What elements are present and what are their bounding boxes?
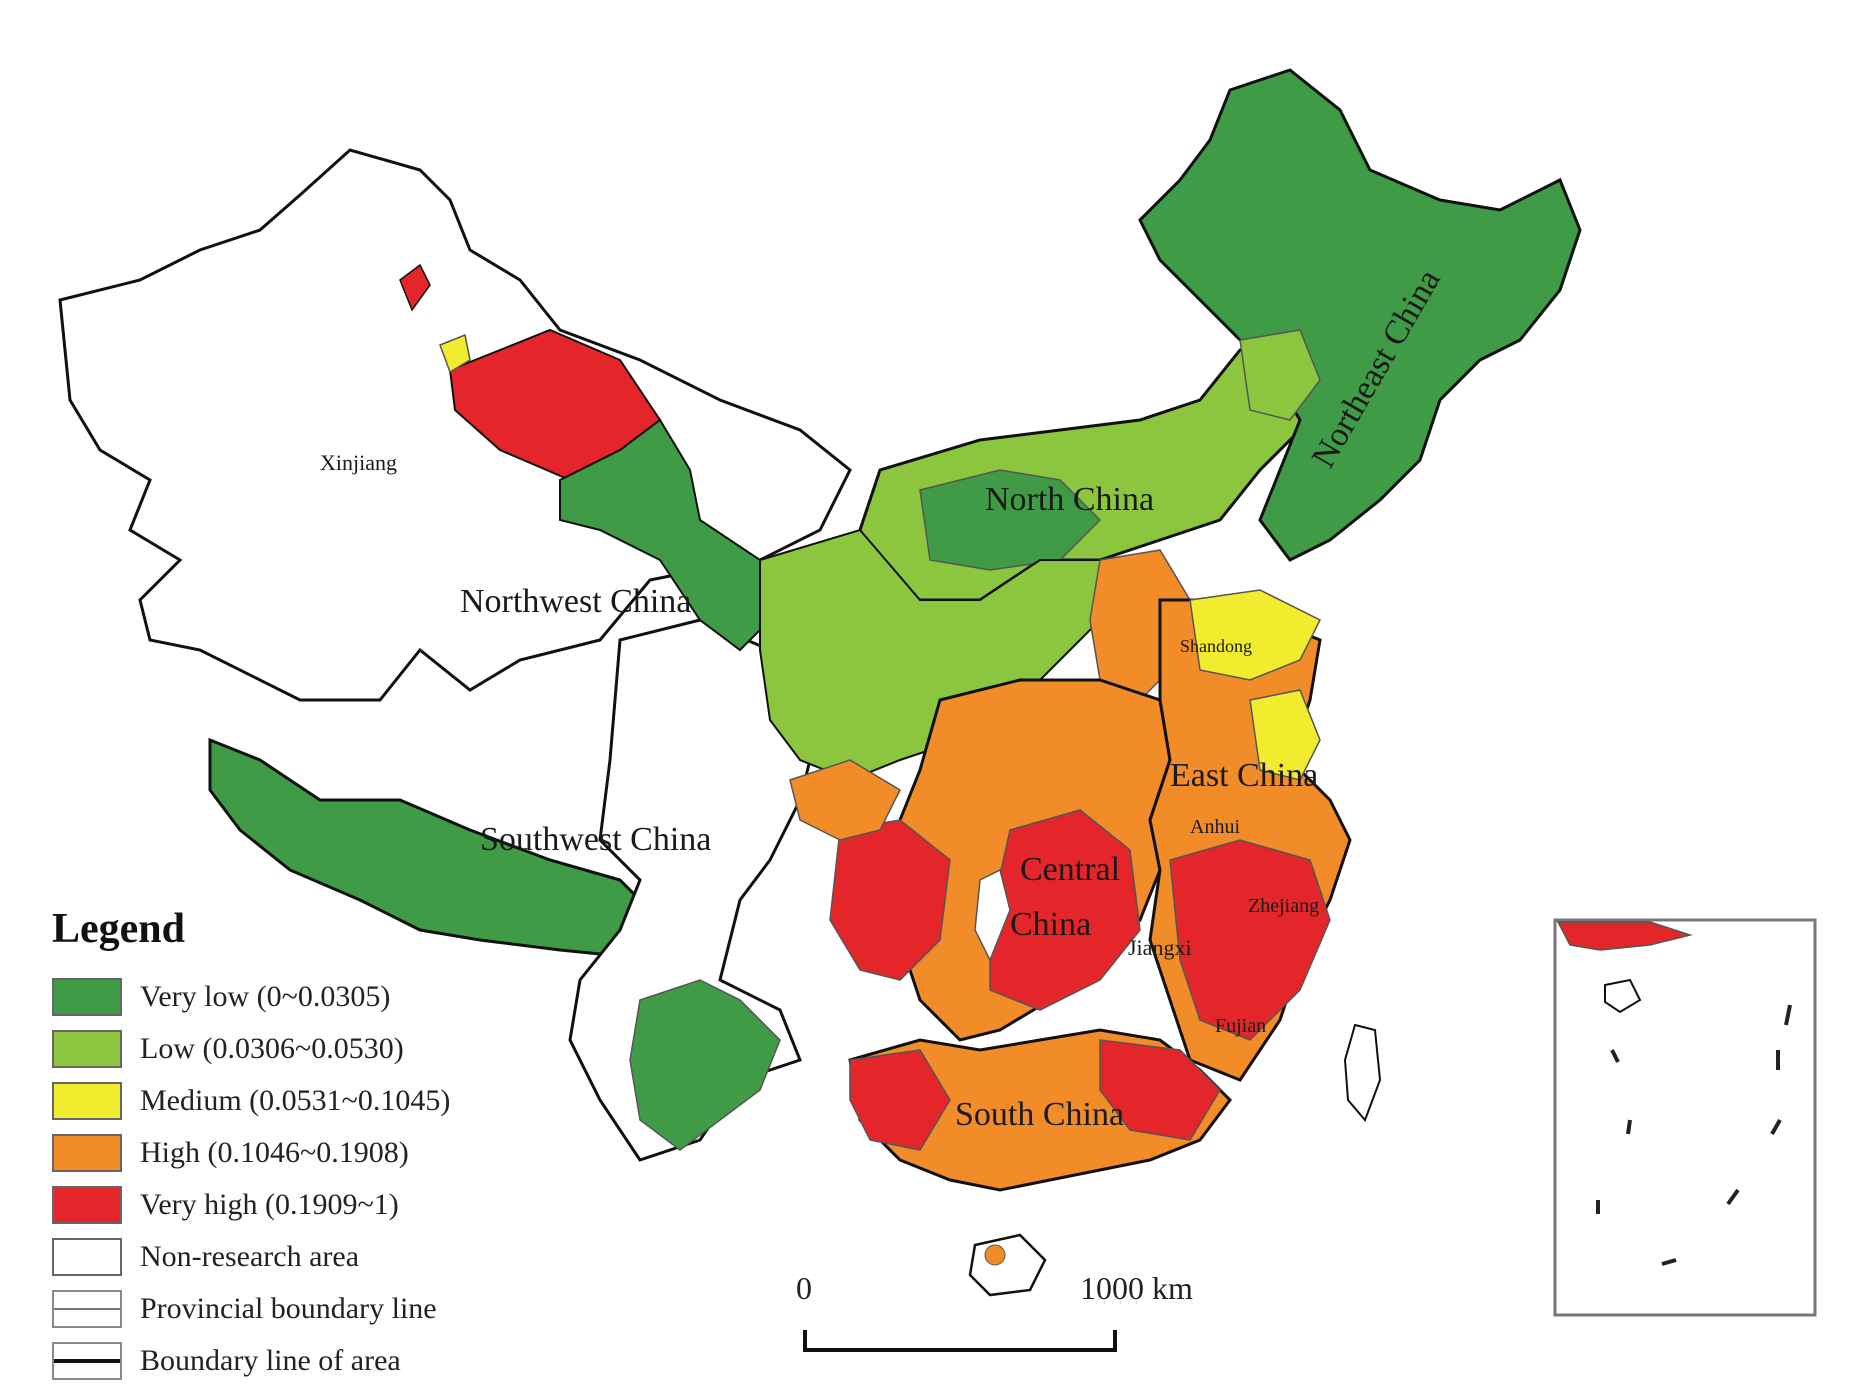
hainan-orange-dot <box>984 1244 1006 1266</box>
legend-swatch-high <box>52 1134 122 1172</box>
hainan-island <box>968 1233 1047 1297</box>
taiwan-island <box>1343 1023 1382 1122</box>
legend-label-non-research: Non-research area <box>140 1240 360 1273</box>
south-red-left <box>849 1049 951 1151</box>
label-jiangxi: Jiangxi <box>1128 935 1192 960</box>
xinjiang-yellow-shape <box>439 333 471 374</box>
nine-dash-line <box>1596 1004 1792 1266</box>
legend-row-non-research: Non-research area <box>52 1231 612 1283</box>
north-china-green-patch <box>919 469 1102 571</box>
area-line-swatch <box>52 1342 122 1380</box>
legend-row-medium: Medium (0.0531~0.1045) <box>52 1075 612 1127</box>
legend-swatch-low <box>52 1030 122 1068</box>
legend-swatch-non-research <box>52 1238 122 1276</box>
south-red-right <box>1099 1039 1221 1141</box>
legend-row-provincial: Provincial boundary line <box>52 1283 612 1335</box>
shandong-yellow-shape <box>1189 589 1322 681</box>
legend-row-very-high: Very high (0.1909~1) <box>52 1179 612 1231</box>
legend-swatch-very-low <box>52 978 122 1016</box>
northeast-light-patch <box>1239 329 1321 421</box>
label-shandong: Shandong <box>1180 636 1252 656</box>
xinjiang-red-strip <box>399 263 431 312</box>
scale-start-label: 0 <box>796 1270 812 1306</box>
label-anhui: Anhui <box>1190 816 1240 838</box>
sichuan-orange-patch <box>789 759 901 841</box>
legend-label-low: Low (0.0306~0.0530) <box>140 1032 404 1065</box>
legend-label-area-boundary: Boundary line of area <box>140 1344 401 1377</box>
south-china-sea-inset <box>1553 918 1817 1317</box>
legend-swatch-very-high <box>52 1186 122 1224</box>
scale-end-label: 1000 km <box>1080 1270 1193 1306</box>
legend-label-provincial: Provincial boundary line <box>140 1292 437 1325</box>
provincial-line-swatch <box>52 1290 122 1328</box>
east-red-shape <box>1169 839 1331 1041</box>
legend-row-area-boundary: Boundary line of area <box>52 1335 612 1387</box>
chongqing-white-patch <box>974 868 1011 962</box>
legend-row-high: High (0.1046~0.1908) <box>52 1127 612 1179</box>
yunnan-green-shape <box>629 979 781 1151</box>
scale-bar <box>803 1330 1117 1352</box>
label-central-1: Central <box>1020 851 1120 888</box>
legend: Legend Very low (0~0.0305) Low (0.0306~0.… <box>52 905 612 1387</box>
label-southwest: Southwest China <box>480 821 711 858</box>
label-south: South China <box>955 1096 1124 1133</box>
label-zhejiang: Zhejiang <box>1248 895 1319 917</box>
northeast-china-shape <box>1138 68 1582 562</box>
sichuan-red-shape <box>829 819 951 981</box>
legend-label-high: High (0.1046~0.1908) <box>140 1136 409 1169</box>
legend-label-medium: Medium (0.0531~0.1045) <box>140 1084 451 1117</box>
legend-title: Legend <box>52 906 186 952</box>
legend-label-very-high: Very high (0.1909~1) <box>140 1188 399 1221</box>
legend-row-very-low: Very low (0~0.0305) <box>52 971 612 1023</box>
inset-coast-shape <box>1556 921 1693 951</box>
legend-swatch-medium <box>52 1082 122 1120</box>
label-fujian: Fujian <box>1215 1015 1266 1037</box>
label-xinjiang: Xinjiang <box>320 450 397 475</box>
label-north: North China <box>985 481 1154 518</box>
legend-row-low: Low (0.0306~0.0530) <box>52 1023 612 1075</box>
jiangsu-yellow-shape <box>1249 689 1321 781</box>
label-northwest: Northwest China <box>460 583 691 620</box>
inset-hainan-shape <box>1604 978 1642 1014</box>
legend-label-very-low: Very low (0~0.0305) <box>140 980 391 1013</box>
label-central-2: China <box>1010 906 1091 943</box>
label-east: East China <box>1170 757 1318 794</box>
